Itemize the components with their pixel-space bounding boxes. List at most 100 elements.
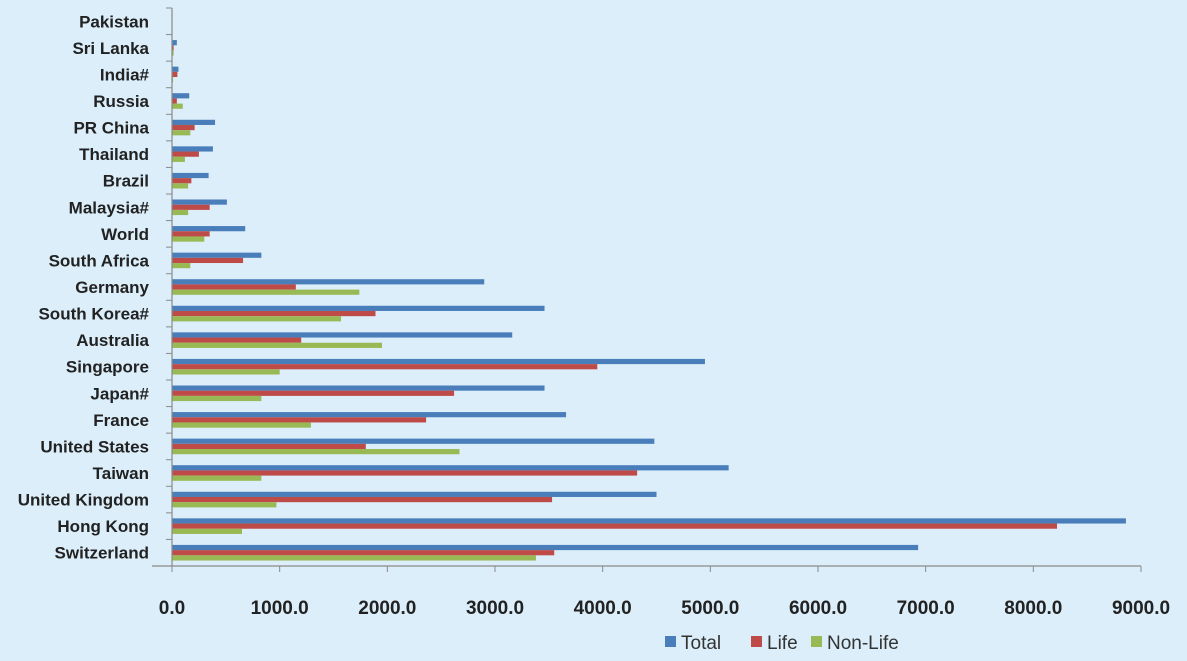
x-tick-label: 6000.0 — [789, 598, 847, 619]
bar-total — [172, 173, 209, 178]
bar-non-life — [172, 104, 183, 109]
category-label: Pakistan — [79, 12, 149, 31]
x-tick-label: 5000.0 — [681, 598, 739, 619]
legend-label-non-life: Non-Life — [827, 633, 899, 654]
bar-life — [172, 178, 191, 183]
bar-life — [172, 444, 366, 449]
bar-life — [172, 98, 177, 103]
bar-non-life — [172, 316, 341, 321]
category-label: World — [101, 225, 149, 244]
bar-total — [172, 226, 245, 231]
bar-life — [172, 338, 301, 343]
bar-total — [172, 518, 1126, 523]
category-label: Japan# — [90, 384, 149, 403]
tick-labels-group: 0.0 1000.0 2000.0 3000.0 4000.0 5000.0 6000.0 7… — [159, 598, 1170, 619]
bar-non-life — [172, 343, 382, 348]
category-label: South Africa — [49, 251, 150, 270]
bar-life — [172, 231, 210, 236]
x-tick-label: 1000.0 — [251, 598, 309, 619]
bar-total — [172, 545, 918, 550]
bar-non-life — [172, 210, 188, 215]
legend-swatch-total — [665, 636, 676, 647]
bar-life — [172, 284, 296, 289]
x-tick-label: 7000.0 — [897, 598, 955, 619]
bar-non-life — [172, 130, 190, 135]
bar-total — [172, 412, 566, 417]
category-label: Sri Lanka — [72, 39, 149, 58]
bar-life — [172, 497, 552, 502]
bar-total — [172, 120, 215, 125]
category-label: United States — [40, 437, 149, 456]
x-tick-label: 0.0 — [159, 598, 185, 619]
legend-label-life: Life — [767, 633, 798, 654]
bar-non-life — [172, 369, 280, 374]
bar-non-life — [172, 529, 242, 534]
category-label: Singapore — [66, 358, 149, 377]
bar-total — [172, 67, 178, 72]
bar-non-life — [172, 396, 261, 401]
category-labels-group: Pakistan Sri Lanka India# Russia PR China Tha… — [18, 12, 150, 562]
bar-total — [172, 199, 227, 204]
bar-life — [172, 205, 210, 210]
category-label: Russia — [93, 92, 149, 111]
bar-total — [172, 93, 189, 98]
bar-non-life — [172, 502, 276, 507]
category-label: Germany — [75, 278, 149, 297]
bar-non-life — [172, 236, 204, 241]
bar-non-life — [172, 263, 190, 268]
bar-life — [172, 364, 597, 369]
bar-total — [172, 306, 545, 311]
bar-life — [172, 524, 1057, 529]
bar-total — [172, 492, 657, 497]
bar-life — [172, 152, 199, 157]
category-label: France — [93, 411, 149, 430]
bar-life — [172, 258, 243, 263]
category-label: Australia — [76, 331, 149, 350]
category-label: India# — [100, 65, 150, 84]
category-label: Hong Kong — [57, 517, 149, 536]
bars-group — [172, 13, 1126, 560]
bar-life — [172, 550, 554, 555]
x-tick-label: 2000.0 — [358, 598, 416, 619]
category-label: Switzerland — [55, 544, 149, 563]
x-tick-label: 9000.0 — [1112, 598, 1170, 619]
bar-total — [172, 439, 654, 444]
bar-life — [172, 311, 375, 316]
category-label: Taiwan — [93, 464, 149, 483]
bar-non-life — [172, 449, 459, 454]
category-label: PR China — [73, 119, 149, 138]
legend: Total Life Non-Life — [665, 633, 899, 654]
bar-life — [172, 125, 195, 130]
bar-non-life — [172, 422, 311, 427]
bar-total — [172, 253, 261, 258]
bar-total — [172, 332, 512, 337]
bar-life — [172, 417, 426, 422]
bar-non-life — [172, 555, 536, 560]
bar-non-life — [172, 157, 185, 162]
legend-swatch-life — [751, 636, 762, 647]
legend-swatch-non-life — [811, 636, 822, 647]
bar-total — [172, 40, 177, 45]
bar-non-life — [172, 183, 188, 188]
bar-non-life — [172, 476, 261, 481]
legend-label-total: Total — [681, 633, 721, 654]
category-label: Malaysia# — [69, 198, 150, 217]
bar-life — [172, 391, 454, 396]
category-label: South Korea# — [38, 305, 149, 324]
bar-non-life — [172, 290, 359, 295]
bar-life — [172, 470, 637, 475]
bar-total — [172, 279, 484, 284]
bar-total — [172, 465, 729, 470]
x-tick-label: 4000.0 — [574, 598, 632, 619]
category-label: Thailand — [79, 145, 149, 164]
category-label: United Kingdom — [18, 491, 149, 510]
bar-total — [172, 359, 705, 364]
bar-life — [172, 72, 177, 77]
bar-total — [172, 146, 213, 151]
x-tick-label: 8000.0 — [1004, 598, 1062, 619]
category-label: Brazil — [103, 172, 149, 191]
bar-total — [172, 385, 545, 390]
x-tick-label: 3000.0 — [466, 598, 524, 619]
